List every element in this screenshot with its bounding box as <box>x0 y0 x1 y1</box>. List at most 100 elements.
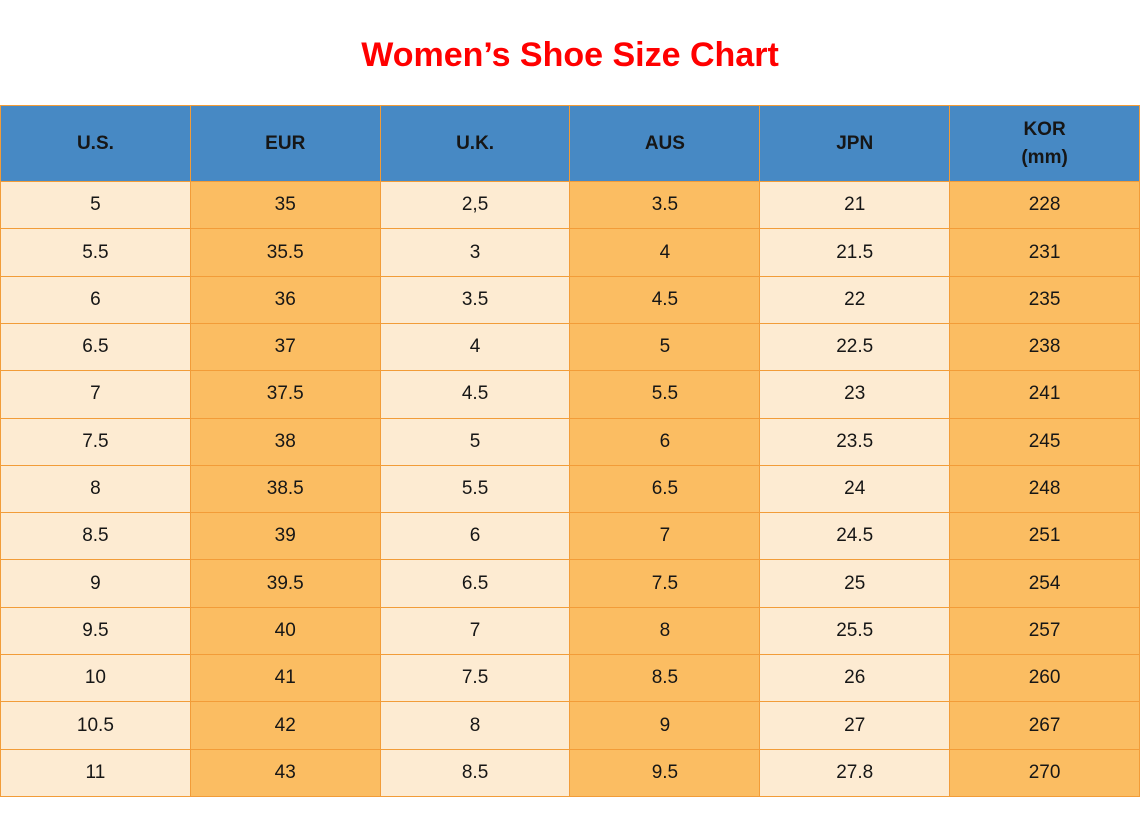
table-cell: 4.5 <box>379 370 571 419</box>
table-cell: 270 <box>949 748 1140 798</box>
table-cell: 8 <box>0 464 191 514</box>
table-cell: 43 <box>189 748 381 798</box>
column-header-eur: EUR <box>189 105 381 183</box>
table-cell: 40 <box>189 606 381 656</box>
kor-label: KOR <box>1023 119 1066 141</box>
table-cell: 39.5 <box>189 559 381 608</box>
table-cell: 267 <box>949 701 1140 750</box>
table-cell: 10 <box>0 654 191 703</box>
table-cell: 257 <box>949 606 1140 656</box>
table-cell: 7 <box>0 370 191 419</box>
table-cell: 27 <box>759 701 951 750</box>
table-cell: 26 <box>759 654 951 703</box>
table-cell: 9.5 <box>569 748 761 798</box>
table-row: 6 36 3.5 4.5 22 235 <box>0 275 1140 324</box>
page-title: Women’s Shoe Size Chart <box>361 36 779 74</box>
table-cell: 22.5 <box>759 322 951 372</box>
table-cell: 7 <box>379 606 571 656</box>
table-cell: 260 <box>949 654 1140 703</box>
table-body: 5 35 2,5 3.5 21 228 5.5 35.5 3 4 21.5 231 6 36 3.5 4.5 2… <box>0 181 1140 798</box>
table-cell: 248 <box>949 464 1140 514</box>
table-cell: 5.5 <box>569 370 761 419</box>
table-row: 10.5 42 8 9 27 267 <box>0 701 1140 750</box>
kor-unit: (mm) <box>1021 146 1068 168</box>
table-cell: 8 <box>569 606 761 656</box>
table-cell: 228 <box>949 181 1140 230</box>
table-cell: 6 <box>0 275 191 324</box>
table-row: 8.5 39 6 7 24.5 251 <box>0 512 1140 561</box>
table-row: 7 37.5 4.5 5.5 23 241 <box>0 370 1140 419</box>
column-header-kor: KOR (mm) <box>949 105 1140 183</box>
table-row: 9 39.5 6.5 7.5 25 254 <box>0 559 1140 608</box>
table-cell: 5.5 <box>379 464 571 514</box>
table-cell: 245 <box>949 417 1140 466</box>
table-cell: 8.5 <box>379 748 571 798</box>
header-row: U.S. EUR U.K. AUS JPN KOR (mm) <box>0 105 1140 183</box>
table-cell: 3 <box>379 228 571 277</box>
table-cell: 3.5 <box>569 181 761 230</box>
table-cell: 6.5 <box>379 559 571 608</box>
table-row: 10 41 7.5 8.5 26 260 <box>0 654 1140 703</box>
table-cell: 36 <box>189 275 381 324</box>
table-cell: 5 <box>0 181 191 230</box>
table-cell: 37 <box>189 322 381 372</box>
table-cell: 35 <box>189 181 381 230</box>
table-cell: 4 <box>569 228 761 277</box>
table-cell: 6 <box>569 417 761 466</box>
table-cell: 8.5 <box>569 654 761 703</box>
page: Women’s Shoe Size Chart U.S. EUR U.K. AU… <box>0 36 1140 798</box>
table-cell: 3.5 <box>379 275 571 324</box>
table-cell: 9 <box>569 701 761 750</box>
table-cell: 241 <box>949 370 1140 419</box>
table-cell: 24 <box>759 464 951 514</box>
table-cell: 11 <box>0 748 191 798</box>
table-cell: 25 <box>759 559 951 608</box>
table-cell: 5.5 <box>0 228 191 277</box>
table-row: 9.5 40 7 8 25.5 257 <box>0 606 1140 656</box>
table-cell: 6.5 <box>569 464 761 514</box>
table-cell: 37.5 <box>189 370 381 419</box>
table-row: 5 35 2,5 3.5 21 228 <box>0 181 1140 230</box>
table-cell: 27.8 <box>759 748 951 798</box>
table-cell: 35.5 <box>189 228 381 277</box>
table-cell: 8.5 <box>0 512 191 561</box>
table-cell: 6.5 <box>0 322 191 372</box>
table-cell: 235 <box>949 275 1140 324</box>
shoe-size-table: U.S. EUR U.K. AUS JPN KOR (mm) 5 35 2,5 3.5… <box>0 105 1140 798</box>
table-cell: 39 <box>189 512 381 561</box>
table-cell: 5 <box>569 322 761 372</box>
column-header-jpn: JPN <box>759 105 951 183</box>
table-cell: 9 <box>0 559 191 608</box>
table-cell: 4.5 <box>569 275 761 324</box>
column-header-uk: U.K. <box>379 105 571 183</box>
column-header-us: U.S. <box>0 105 191 183</box>
table-cell: 8 <box>379 701 571 750</box>
table-row: 8 38.5 5.5 6.5 24 248 <box>0 464 1140 514</box>
table-cell: 38 <box>189 417 381 466</box>
table-row: 7.5 38 5 6 23.5 245 <box>0 417 1140 466</box>
table-row: 11 43 8.5 9.5 27.8 270 <box>0 748 1140 798</box>
column-header-aus: AUS <box>569 105 761 183</box>
table-cell: 22 <box>759 275 951 324</box>
table-cell: 231 <box>949 228 1140 277</box>
table-cell: 251 <box>949 512 1140 561</box>
table-cell: 24.5 <box>759 512 951 561</box>
table-cell: 7 <box>569 512 761 561</box>
table-cell: 254 <box>949 559 1140 608</box>
table-cell: 23 <box>759 370 951 419</box>
table-cell: 5 <box>379 417 571 466</box>
table-cell: 38.5 <box>189 464 381 514</box>
table-cell: 25.5 <box>759 606 951 656</box>
table-cell: 2,5 <box>379 181 571 230</box>
table-cell: 7.5 <box>379 654 571 703</box>
table-header: U.S. EUR U.K. AUS JPN KOR (mm) <box>0 105 1140 183</box>
table-cell: 238 <box>949 322 1140 372</box>
table-row: 6.5 37 4 5 22.5 238 <box>0 322 1140 372</box>
table-cell: 7.5 <box>0 417 191 466</box>
table-cell: 6 <box>379 512 571 561</box>
table-cell: 10.5 <box>0 701 191 750</box>
table-cell: 21 <box>759 181 951 230</box>
table-row: 5.5 35.5 3 4 21.5 231 <box>0 228 1140 277</box>
table-cell: 7.5 <box>569 559 761 608</box>
table-cell: 9.5 <box>0 606 191 656</box>
